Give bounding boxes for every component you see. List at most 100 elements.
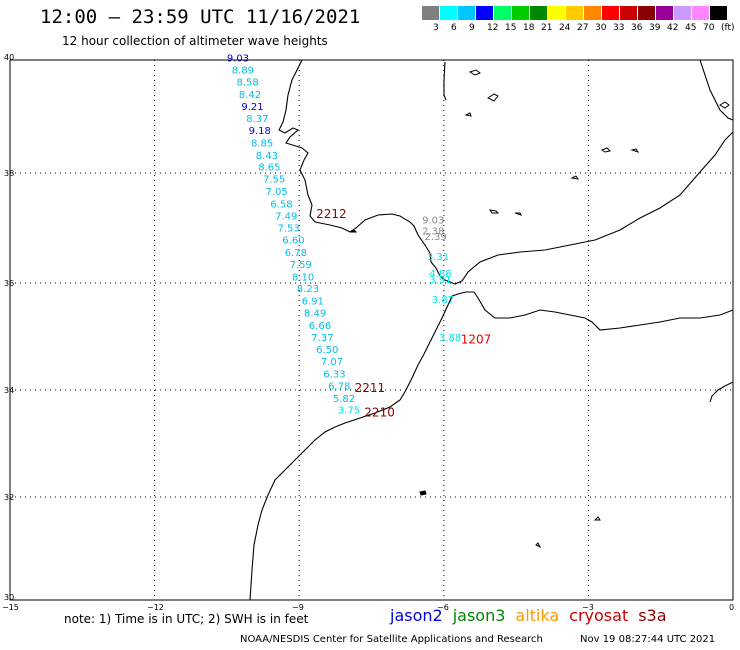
pass-label: 2212 bbox=[316, 207, 347, 221]
legend-item: jason2 bbox=[390, 606, 443, 625]
colorbar-label: 3 bbox=[433, 23, 439, 33]
swh-value: 6.33 bbox=[323, 370, 345, 381]
swh-value: 3.87 bbox=[432, 295, 454, 306]
legend-item: cryosat bbox=[569, 606, 629, 625]
colorbar-swatch bbox=[512, 6, 529, 20]
colorbar-label: (ft) bbox=[721, 23, 735, 33]
lon-tick-m9: −9 bbox=[292, 603, 304, 612]
swh-value: 3.91 bbox=[429, 275, 451, 286]
colorbar-swatch bbox=[602, 6, 619, 20]
lon-tick-labels: −15 −12 −9 −6 −3 0 bbox=[2, 603, 734, 612]
swh-value: 5.82 bbox=[333, 394, 355, 405]
swh-value: 9.03 bbox=[227, 54, 249, 65]
swh-value: 7.55 bbox=[263, 175, 285, 186]
swh-value: 2.38 bbox=[422, 226, 444, 237]
swh-value: 8.42 bbox=[239, 90, 261, 101]
colorbar-swatch bbox=[440, 6, 457, 20]
colorbar-label: 30 bbox=[595, 23, 607, 33]
swh-value: 8.65 bbox=[258, 163, 280, 174]
credit-line: NOAA/NESDIS Center for Satellite Applica… bbox=[240, 634, 543, 645]
lat-tick-34: 34 bbox=[4, 386, 14, 395]
lat-tick-36: 36 bbox=[4, 279, 14, 288]
swh-value: 7.05 bbox=[266, 187, 288, 198]
colorbar-label: 15 bbox=[505, 23, 517, 33]
colorbar-swatch bbox=[494, 6, 511, 20]
colorbar-label: 70 bbox=[703, 23, 715, 33]
swh-value: 6.66 bbox=[309, 321, 331, 332]
colorbar-label: 18 bbox=[523, 23, 535, 33]
swh-value: 6.91 bbox=[302, 297, 324, 308]
generated-timestamp: Nov 19 08:27:44 UTC 2021 bbox=[580, 634, 716, 645]
colorbar-label: 33 bbox=[613, 23, 625, 33]
swh-value: 8.85 bbox=[251, 138, 273, 149]
colorbar-swatch bbox=[548, 6, 565, 20]
colorbar-swatch bbox=[458, 6, 475, 20]
swh-value: 3.75 bbox=[338, 406, 360, 417]
colorbar-label: 27 bbox=[577, 23, 589, 33]
lon-tick-m12: −12 bbox=[147, 603, 164, 612]
swh-value: 8.43 bbox=[256, 151, 278, 162]
swh-values-layer: 9.038.898.588.429.218.379.188.858.438.65… bbox=[227, 54, 461, 417]
colorbar-swatch bbox=[422, 6, 439, 20]
swh-value: 6.60 bbox=[282, 236, 304, 247]
swh-value: 9.18 bbox=[249, 126, 271, 137]
pass-labels-layer: 2212 1207 2211 2210 bbox=[316, 207, 491, 419]
africa-coast bbox=[709, 381, 734, 403]
colorbar-swatch bbox=[692, 6, 709, 20]
legend-item: altika bbox=[515, 606, 560, 625]
swh-value: 6.78 bbox=[285, 248, 307, 259]
swh-value: 6.78 bbox=[328, 381, 350, 392]
lat-tick-40: 40 bbox=[4, 53, 14, 62]
swh-value: 2.39 bbox=[425, 232, 447, 243]
pass-label: 1207 bbox=[461, 333, 492, 347]
spain-east-bit bbox=[699, 59, 734, 121]
lat-tick-30: 30 bbox=[4, 593, 14, 602]
colorbar-label: 42 bbox=[667, 23, 679, 33]
colorbar-label: 36 bbox=[631, 23, 643, 33]
colorbar-swatch bbox=[620, 6, 637, 20]
lat-tick-38: 38 bbox=[4, 169, 14, 178]
small-features bbox=[349, 69, 730, 549]
map-title: 12:00 – 23:59 UTC 11/16/2021 bbox=[40, 6, 361, 28]
colorbar-label: 9 bbox=[469, 23, 475, 33]
swh-value: 8.37 bbox=[246, 114, 268, 125]
pass-label: 2210 bbox=[364, 405, 395, 419]
swh-value: 3.31 bbox=[427, 252, 449, 263]
swh-value: 8.23 bbox=[297, 284, 319, 295]
swh-value: 7.53 bbox=[278, 224, 300, 235]
colorbar-swatch bbox=[530, 6, 547, 20]
colorbar-swatch bbox=[638, 6, 655, 20]
colorbar-swatch bbox=[476, 6, 493, 20]
colorbar-label: 6 bbox=[451, 23, 457, 33]
colorbar-swatch bbox=[584, 6, 601, 20]
swh-value: 8.49 bbox=[304, 309, 326, 320]
colorbar-label: 39 bbox=[649, 23, 661, 33]
satellite-legend: jason2 jason3 altika cryosat s3a bbox=[390, 606, 677, 625]
swh-value: 6.50 bbox=[316, 345, 338, 356]
lon-tick-m6: −6 bbox=[437, 603, 449, 612]
colorbar-label: 24 bbox=[559, 23, 571, 33]
swh-value: 7.37 bbox=[311, 333, 333, 344]
lat-tick-labels: 40 38 36 34 32 30 bbox=[4, 53, 14, 602]
pass-label: 2211 bbox=[355, 381, 386, 395]
colorbar-swatch bbox=[566, 6, 583, 20]
map-subtitle: 12 hour collection of altimeter wave hei… bbox=[62, 34, 328, 48]
graticule bbox=[10, 60, 733, 600]
swh-value: 7.07 bbox=[321, 357, 343, 368]
lon-tick-m15: −15 bbox=[2, 603, 19, 612]
swh-value: 8.89 bbox=[232, 66, 254, 77]
colorbar-label: 21 bbox=[541, 23, 553, 33]
swh-value: 3.88 bbox=[439, 333, 461, 344]
spain-south-coast bbox=[314, 131, 734, 285]
swh-value: 9.03 bbox=[422, 216, 444, 227]
map-frame bbox=[9, 59, 734, 601]
footer-note: note: 1) Time is in UTC; 2) SWH is in fe… bbox=[64, 612, 309, 626]
colorbar-swatch bbox=[656, 6, 673, 20]
lon-tick-m3: −3 bbox=[582, 603, 594, 612]
coastlines bbox=[249, 59, 734, 601]
morocco-atlantic-coast bbox=[249, 295, 453, 601]
swh-value: 8.58 bbox=[237, 77, 259, 88]
swh-value: 4.88 bbox=[429, 269, 451, 280]
swh-value: 6.58 bbox=[270, 199, 292, 210]
